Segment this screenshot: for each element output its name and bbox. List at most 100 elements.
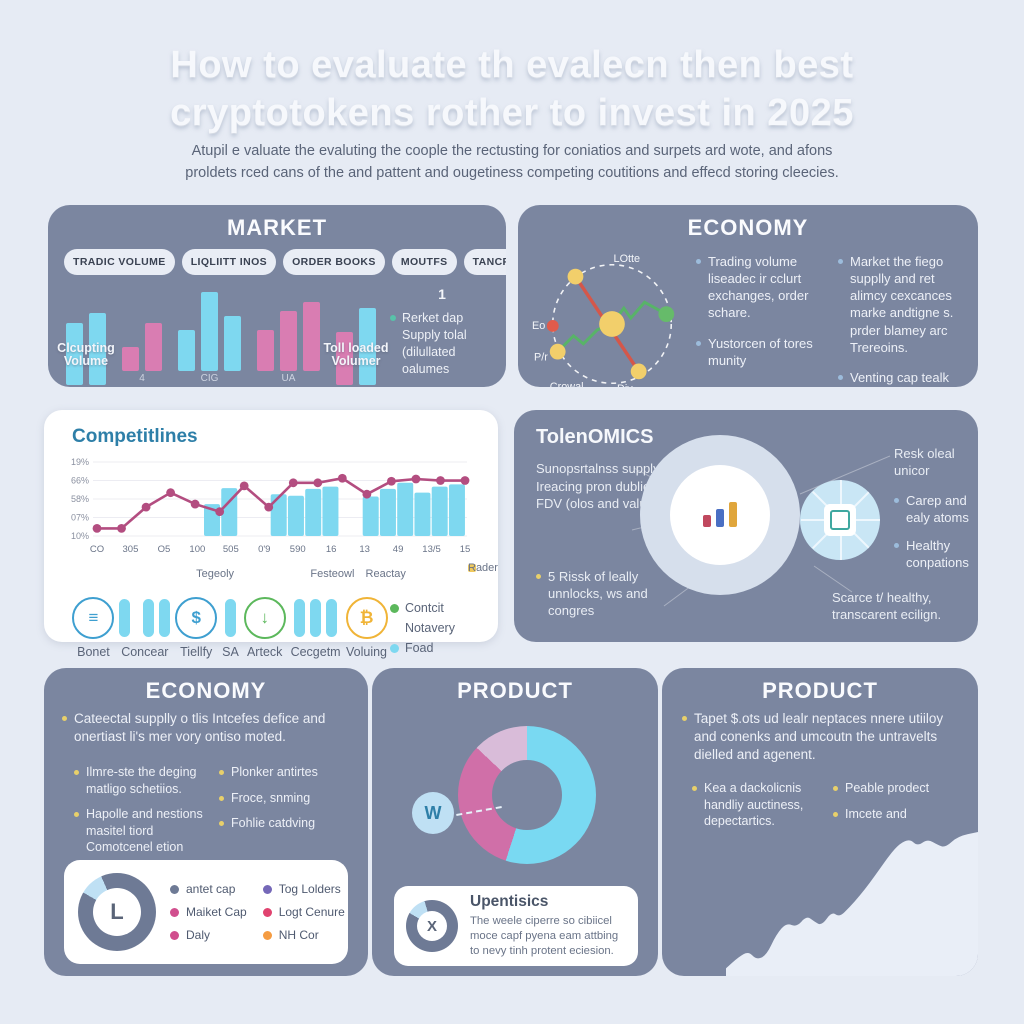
bar-group-label: Toll loaded Volumer (323, 340, 389, 369)
bar-group-label: Clcupting Volume (57, 340, 115, 369)
product-right-panel: PRODUCT Tapet $.ots ud lealr neptaces nn… (662, 668, 978, 976)
tab-moutfs[interactable]: MOUTFS (391, 249, 457, 275)
competitlines-chart: 19% 66% 58% 07% 10%CO 305 O5 100 505 0'9 590 16 13 49… (71, 457, 471, 555)
legend-item: antet cap (170, 882, 247, 896)
bar-group-label: 4 (139, 373, 145, 384)
yellow-dot-icon (630, 363, 647, 380)
tokenomics-left-text: Sunopsrtalnss supply Ireacing pron dubli… (536, 461, 675, 512)
market-note: 1 Rerket dap Supply tolal (dilullated oa… (390, 285, 494, 385)
bar (66, 323, 83, 385)
svg-text:19%: 19% (71, 457, 89, 467)
svg-text:0'9: 0'9 (258, 544, 270, 555)
bullet-dot-icon (838, 374, 843, 380)
market-panel: MARKET TRADIC VOLUME LIQLIITT INOS ORDER… (48, 205, 506, 387)
bars-icon (294, 599, 338, 637)
diagram-label-top: LOtte (614, 253, 641, 265)
card-title: Upentisics (470, 892, 549, 910)
bullet-dot-icon (536, 574, 541, 579)
diagram-label-mid-left: P/r (534, 352, 548, 364)
product-donut-chart (458, 726, 596, 864)
bar (145, 323, 162, 371)
product-right-title: PRODUCT (762, 678, 878, 703)
bullet-dot-icon (894, 497, 899, 503)
market-note-text: Rerket dap Supply tolal (dilullated oalu… (402, 310, 467, 376)
svg-text:305: 305 (123, 544, 139, 555)
economy-top-title: ECONOMY (687, 215, 809, 240)
svg-text:15: 15 (460, 544, 471, 555)
tokenomics-bottom-note: Scarce t/ healthy, transcarent ecilign. (832, 590, 942, 622)
bullet-dot-icon (219, 795, 224, 801)
spacer-dot (390, 624, 399, 633)
competitor-item: ↓ Arteck (241, 597, 288, 659)
donut-center-label: X (417, 911, 447, 941)
bar (303, 302, 320, 371)
bar (201, 292, 218, 371)
bullet-dot-icon (833, 811, 838, 817)
market-cap-legend-card: L antet cap Maiket Cap Daly Tog Lolders … (64, 860, 348, 964)
card-text: The weele ciperre so cibiicel moce capf … (470, 914, 619, 958)
legend-item: Logt Cenure (262, 905, 345, 919)
tab-order-books[interactable]: ORDER BOOKS (283, 249, 385, 275)
svg-text:590: 590 (290, 544, 306, 555)
tab-liquitt-inos[interactable]: LIQLIITT INOS (181, 249, 277, 275)
market-bar-charts: Clcupting Volume 4 CIG UA Toll loaded Volume… (57, 285, 390, 385)
tab-tradic-volume[interactable]: TRADIC VOLUME (64, 249, 175, 275)
dashed-circle (551, 263, 673, 385)
economy-bottom-title: ECONOMY (145, 678, 267, 703)
token-wheel-icon (800, 480, 880, 560)
svg-text:505: 505 (223, 544, 239, 555)
growth-area-chart (726, 832, 978, 976)
market-bar-group: Clcupting Volume (57, 299, 115, 385)
competitor-item: Concear (117, 597, 173, 659)
bullet-item: Carep and ealy atoms (894, 492, 974, 526)
market-bar-group: Toll loaded Volumer (323, 299, 389, 385)
bullet-item: Imcete and (833, 806, 970, 823)
bullet-item: Yustorcen of tores munity (696, 335, 824, 369)
subtitle-line-1: Atupil e valuate the evaluting the coopl… (191, 143, 833, 159)
green-dot-icon (389, 603, 399, 613)
tokenomics-right-top: Resk oleal unicor (894, 446, 955, 478)
market-panel-title: MARKET (226, 215, 328, 240)
legend-dot-icon (262, 907, 272, 917)
svg-text:10%: 10% (71, 531, 89, 541)
bar (89, 313, 106, 385)
market-bar-group: CIG (178, 285, 241, 385)
svg-text:13: 13 (359, 544, 370, 555)
market-tabs: TRADIC VOLUME LIQLIITT INOS ORDER BOOKS … (64, 249, 506, 275)
caption-festeowl: Festeowl (310, 568, 355, 580)
tokenomics-panel: TolenOMICS Sunopsrtalnss supply Ireacing… (514, 410, 978, 642)
mini-donut-chart: X (406, 900, 458, 952)
subtitle-line-2: proldets rced cans of the and pattent an… (185, 164, 839, 181)
bar (359, 308, 376, 385)
legend-item: NH Cor (262, 928, 345, 942)
bullet-dot-icon (219, 821, 224, 826)
competitor-item: $ Tiellfy (173, 597, 220, 659)
bullet-item: Venting cap tealk furds, community ancod… (838, 369, 966, 387)
market-cycle-diagram: LOtte Eo P/r Crowal Diy (528, 245, 696, 387)
mini-bar-chart-icon (670, 465, 770, 565)
economy-bottom-panel: ECONOMY Cateectal supplly o tlis Intcefe… (44, 668, 368, 976)
down-arrow-icon: ↓ (243, 597, 286, 639)
green-dot-icon (658, 306, 675, 323)
svg-text:13/5: 13/5 (422, 544, 441, 555)
market-cap-donut: L (78, 873, 156, 951)
legend: antet cap Maiket Cap Daly Tog Lolders Lo… (170, 882, 345, 942)
bullet-dot-icon (696, 340, 701, 346)
bars-icon (119, 599, 171, 637)
tokenomics-title: TolenOMICS (536, 426, 654, 448)
bar (336, 332, 353, 385)
bullet-dot-icon (894, 543, 899, 549)
chart-captions: Tegeoly Festeowl Reactay Rader (196, 562, 498, 580)
bullet-dot-icon (74, 770, 79, 775)
yellow-dot-icon (567, 268, 584, 285)
bullet-dot-icon (838, 259, 843, 264)
bar-group-label: UA (281, 373, 296, 384)
economy-top-panel: ECONOMY LOtte Eo P/r Crowal Di (518, 205, 978, 387)
bullet-item: Plonker antirtes (219, 764, 358, 781)
svg-text:O5: O5 (158, 544, 171, 555)
svg-text:66%: 66% (71, 476, 89, 486)
title-line-1: How to evaluate th evalecn then best (170, 44, 854, 86)
product-mid-panel: PRODUCT W X Upentisics The weele ciperre… (372, 668, 658, 976)
tab-tancr-dey[interactable]: TANCR DEY (463, 249, 506, 275)
